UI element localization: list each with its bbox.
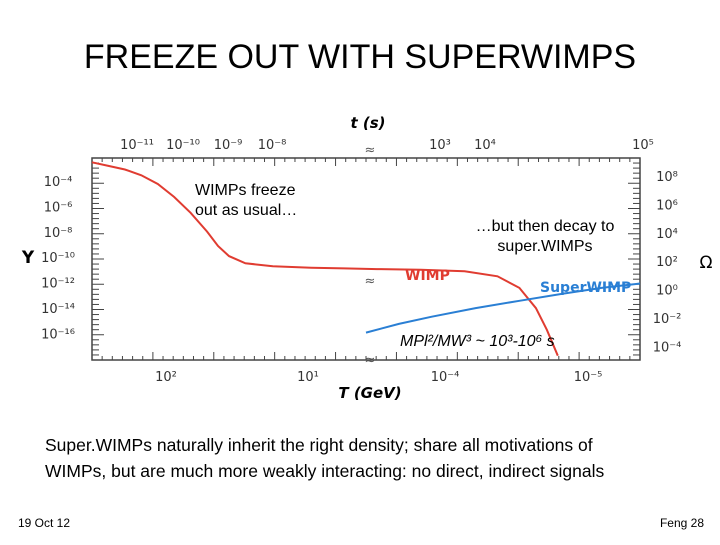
right-tick-label: 10⁰: [656, 284, 678, 299]
top-tick-label: 10⁻¹¹: [120, 138, 154, 153]
right-axis-label: Ω: [700, 253, 713, 273]
bottom-tick-label: 10¹: [297, 370, 319, 385]
summary-line2: WIMPs, but are much more weakly interact…: [45, 461, 605, 481]
top-tick-label: 10⁻¹⁰: [166, 138, 200, 153]
plot-frame: [91, 157, 641, 361]
left-tick-label: 10⁻¹⁴: [41, 302, 75, 317]
wimp-freeze-line1: WIMPs freeze: [195, 182, 296, 199]
left-axis-label: Y: [21, 248, 35, 268]
left-tick-label: 10⁻⁶: [44, 200, 73, 215]
left-tick-label: 10⁻¹⁶: [41, 327, 75, 342]
decay-line1: …but then decay to: [475, 218, 615, 235]
axis-break-mark: ≈: [365, 353, 376, 368]
top-axis-label: t (s): [350, 114, 385, 132]
right-tick-label: 10⁻⁴: [653, 340, 682, 355]
wimp-freeze-annotation: WIMPs freeze out as usual…: [195, 181, 297, 221]
top-tick-label: 10³: [429, 138, 451, 153]
top-tick-label: 10⁵: [632, 138, 654, 153]
wimp-freeze-line2: out as usual…: [195, 202, 298, 219]
summary-text: Super.WIMPs naturally inherit the right …: [45, 432, 705, 484]
series-line-superwimp: [365, 282, 641, 334]
top-tick-label: 10⁴: [474, 138, 496, 153]
left-tick-label: 10⁻¹⁰: [41, 251, 75, 266]
right-tick-label: 10²: [656, 255, 678, 270]
bottom-tick-label: 10²: [155, 370, 177, 385]
superwimp-series-label: SuperWIMP: [540, 280, 631, 296]
decay-line2: super.WIMPs: [497, 238, 593, 255]
left-tick-label: 10⁻⁴: [44, 175, 73, 190]
footer-date: 19 Oct 12: [18, 516, 71, 530]
right-tick-label: 10⁶: [656, 198, 678, 213]
series-line-wimp: [91, 161, 559, 357]
right-tick-label: 10⁻²: [653, 312, 682, 327]
bottom-tick-label: 10⁻⁴: [431, 370, 460, 385]
left-tick-label: 10⁻¹²: [41, 277, 75, 292]
left-tick-label: 10⁻⁸: [44, 226, 73, 241]
decay-annotation: …but then decay to super.WIMPs: [456, 217, 634, 257]
lifetime-formula: MPl²/MW³ ~ 10³-10⁶ s: [400, 333, 555, 350]
axis-break-mark: ≈: [365, 274, 376, 289]
slide-title: FREEZE OUT WITH SUPERWIMPS: [83, 38, 637, 76]
right-tick-label: 10⁸: [656, 170, 678, 185]
right-tick-label: 10⁴: [656, 227, 678, 242]
summary-line1: Super.WIMPs naturally inherit the right …: [45, 435, 593, 455]
top-tick-label: 10⁻⁸: [258, 138, 287, 153]
footer-page: Feng 28: [659, 516, 704, 530]
wimp-series-label: WIMP: [405, 268, 450, 284]
axis-break-mark: ≈: [365, 143, 376, 158]
bottom-axis-label: T (GeV): [338, 384, 401, 402]
bottom-tick-label: 10⁻⁵: [574, 370, 603, 385]
top-tick-label: 10⁻⁹: [214, 138, 243, 153]
